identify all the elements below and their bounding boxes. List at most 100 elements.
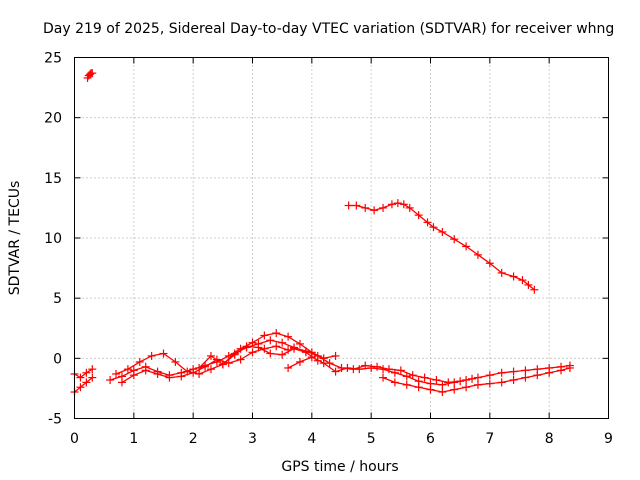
data-point: [432, 375, 441, 384]
data-point: [112, 369, 121, 378]
data-point: [295, 339, 304, 348]
x-tick-label: 1: [129, 431, 138, 447]
data-point: [390, 368, 399, 377]
data-point: [399, 200, 408, 209]
data-point: [260, 344, 269, 353]
data-point: [344, 201, 353, 210]
x-tick-label: 2: [189, 431, 198, 447]
data-point: [218, 360, 227, 369]
data-point: [509, 375, 518, 384]
x-tick-label: 6: [426, 431, 435, 447]
data-point: [387, 200, 396, 209]
data-point: [195, 363, 204, 372]
x-tick-label: 0: [70, 431, 79, 447]
data-point: [117, 378, 126, 387]
y-axis-label: SDTVAR / TECUs: [7, 181, 23, 296]
data-point: [248, 348, 257, 357]
data-point: [242, 343, 251, 352]
y-tick-label: -5: [48, 412, 62, 428]
data-point: [76, 383, 85, 392]
y-tick-label: 25: [44, 51, 62, 67]
series-line-track-a: [74, 368, 93, 379]
data-point: [450, 378, 459, 387]
data-point: [301, 347, 310, 356]
data-point: [485, 371, 494, 380]
data-point: [272, 342, 281, 351]
data-point: [545, 368, 554, 377]
data-point: [438, 388, 447, 397]
chart-title: Day 219 of 2025, Sidereal Day-to-day VTE…: [43, 21, 614, 37]
data-point: [201, 362, 210, 371]
data-point: [521, 366, 530, 375]
x-tick-label: 4: [307, 431, 316, 447]
data-point: [414, 211, 423, 220]
data-point: [224, 359, 233, 368]
data-point: [82, 368, 91, 377]
series-line-track-d: [115, 345, 319, 375]
data-point: [106, 375, 115, 384]
data-point: [438, 380, 447, 389]
data-point: [390, 378, 399, 387]
data-point: [393, 199, 402, 208]
data-point: [331, 367, 340, 376]
data-point: [370, 206, 379, 215]
x-tick-label: 8: [545, 431, 554, 447]
data-point: [278, 338, 287, 347]
data-point: [557, 366, 566, 375]
data-point: [396, 366, 405, 375]
data-point: [82, 378, 91, 387]
y-tick-label: 10: [44, 231, 62, 247]
x-tick-label: 3: [248, 431, 257, 447]
data-point: [450, 385, 459, 394]
data-point: [426, 385, 435, 394]
data-point: [147, 351, 156, 360]
series-line-track-b: [74, 377, 93, 393]
data-point: [429, 223, 438, 232]
data-point: [485, 379, 494, 388]
data-point: [88, 69, 97, 78]
x-tick-label: 5: [367, 431, 376, 447]
data-point: [361, 203, 370, 212]
data-point: [423, 218, 432, 227]
data-point: [290, 343, 299, 352]
data-point: [450, 235, 459, 244]
data-point: [402, 380, 411, 389]
data-point: [518, 276, 527, 285]
data-point: [88, 373, 97, 382]
data-point: [524, 280, 533, 289]
series-line-track-c: [109, 332, 336, 381]
data-point: [254, 339, 263, 348]
data-point: [414, 383, 423, 392]
data-point: [420, 373, 429, 382]
data-point: [565, 363, 574, 372]
axis-ticks: 0 1 2 3 4 5 6 7 8 9 -5 0 5 10 15 20 25: [44, 51, 613, 448]
data-point: [497, 268, 506, 277]
x-axis-label: GPS time / hours: [281, 459, 398, 475]
data-point: [355, 365, 364, 374]
data-point: [533, 371, 542, 380]
data-point: [343, 363, 352, 372]
data-point: [236, 355, 245, 364]
data-point: [171, 357, 180, 366]
data-point: [88, 365, 97, 374]
data-point: [135, 357, 144, 366]
data-point: [206, 351, 215, 360]
y-tick-label: 5: [53, 291, 62, 307]
data-point: [521, 373, 530, 382]
data-point: [485, 259, 494, 268]
data-point: [379, 373, 388, 382]
data-point: [307, 353, 316, 362]
data-point: [462, 383, 471, 392]
data-point: [473, 250, 482, 259]
data-point: [331, 351, 340, 360]
data-point: [189, 368, 198, 377]
data-point: [462, 242, 471, 251]
data-point: [319, 359, 328, 368]
data-point: [509, 272, 518, 281]
data-point: [284, 363, 293, 372]
data-point: [373, 362, 382, 371]
data-point: [272, 329, 281, 338]
data-point: [379, 203, 388, 212]
x-tick-label: 9: [604, 431, 613, 447]
series-line-track-h: [382, 367, 571, 393]
